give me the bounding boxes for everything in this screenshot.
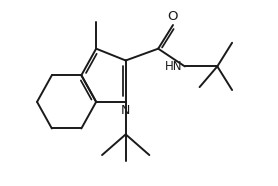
Text: N: N [121, 104, 130, 117]
Text: O: O [168, 10, 178, 23]
Text: HN: HN [165, 60, 182, 73]
